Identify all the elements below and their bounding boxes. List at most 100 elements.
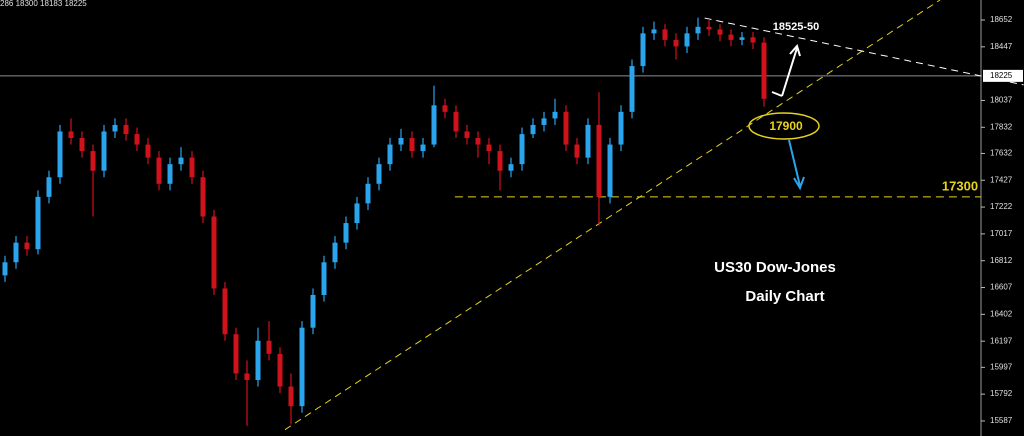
up-arrow (781, 43, 801, 97)
candle-body (398, 138, 404, 145)
candle-body (211, 216, 217, 289)
candle-body (2, 262, 8, 276)
candle-body (233, 334, 239, 374)
candle-body (145, 144, 151, 158)
y-tick-label: 17017 (990, 229, 1013, 238)
y-tick-label: 16402 (990, 309, 1013, 318)
candle-body (475, 138, 481, 145)
candle-body (519, 134, 525, 165)
candle-body (552, 111, 558, 119)
candle-body (497, 151, 503, 171)
y-tick-label: 17632 (990, 149, 1013, 158)
candle-body (321, 262, 327, 295)
target-label: 18525-50 (773, 21, 820, 33)
candle-body (167, 164, 173, 184)
candle-body (563, 111, 569, 145)
candle-body (585, 124, 591, 158)
candle-body (134, 134, 140, 145)
candle-body (101, 131, 107, 171)
candle-body (530, 124, 536, 135)
candle-body (365, 183, 371, 204)
candle-body (332, 242, 338, 263)
candle-body (244, 373, 250, 381)
candle-body (13, 242, 19, 263)
candle-body (112, 124, 118, 132)
candle-body (420, 144, 426, 152)
candle-body (79, 138, 85, 152)
candle-body (255, 340, 261, 381)
candle-body (277, 353, 283, 387)
candle-body (607, 144, 613, 197)
candle-body (266, 340, 272, 354)
current-price-label: 18225 (990, 71, 1013, 80)
candle-body (68, 131, 74, 139)
candle-body (596, 124, 602, 197)
candle-body (442, 105, 448, 112)
y-tick-label: 17427 (990, 175, 1013, 184)
candle-body (464, 131, 470, 139)
down-arrow (788, 139, 805, 191)
y-tick-label: 18037 (990, 96, 1013, 105)
current-price-box (983, 69, 1023, 82)
trendline (704, 17, 1024, 86)
candle-body (387, 144, 393, 165)
candle-body (288, 386, 294, 407)
candle-body (123, 124, 129, 135)
candle-body (640, 33, 646, 67)
candle-body (717, 29, 723, 35)
candle-body (739, 37, 745, 40)
up-arrow-tail (771, 91, 783, 97)
y-tick-label: 18652 (990, 15, 1013, 24)
y-tick-label: 16607 (990, 283, 1013, 292)
y-tick-label: 18447 (990, 42, 1013, 51)
candle-body (684, 33, 690, 47)
candle-body (35, 196, 41, 250)
header-quote: 286 18300 18183 18225 (0, 0, 87, 8)
candle-body (541, 118, 547, 125)
candle-body (728, 34, 734, 40)
candle-body (486, 144, 492, 152)
support-ellipse (748, 112, 820, 140)
candle-body (299, 327, 305, 407)
candle-body (156, 157, 162, 184)
candle-body (750, 37, 756, 43)
candle-body (57, 131, 63, 178)
candle-body (695, 26, 701, 34)
candle-body (354, 203, 360, 224)
y-tick-label: 17222 (990, 202, 1013, 211)
candle-body (508, 164, 514, 171)
candle-body (453, 111, 459, 132)
candle-body (200, 177, 206, 217)
candle-body (343, 223, 349, 243)
candle-body (24, 242, 30, 250)
candle-body (222, 288, 228, 335)
candle-body (706, 26, 712, 30)
support-label: 17900 (769, 119, 803, 133)
y-tick-label: 15587 (990, 416, 1013, 425)
candle-body (310, 294, 316, 328)
candle-body (618, 111, 624, 145)
chart-title: US30 Dow-Jones (714, 259, 836, 276)
candle-body (409, 138, 415, 152)
candle-body (178, 157, 184, 165)
candle-body (431, 105, 437, 145)
candle-body (189, 157, 195, 178)
candle-body (46, 177, 52, 197)
level-label: 17300 (942, 178, 978, 193)
candle-body (376, 164, 382, 184)
chart-subtitle: Daily Chart (745, 288, 824, 305)
candle-body (90, 151, 96, 171)
y-tick-label: 17832 (990, 122, 1013, 131)
y-tick-label: 15792 (990, 389, 1013, 398)
trendline (284, 0, 941, 431)
y-tick-label: 15997 (990, 362, 1013, 371)
y-tick-label: 16812 (990, 256, 1013, 265)
candle-body (629, 66, 635, 112)
candle-body (574, 144, 580, 158)
candle-body (761, 42, 767, 99)
candle-body (662, 29, 668, 40)
candle-body (673, 39, 679, 47)
